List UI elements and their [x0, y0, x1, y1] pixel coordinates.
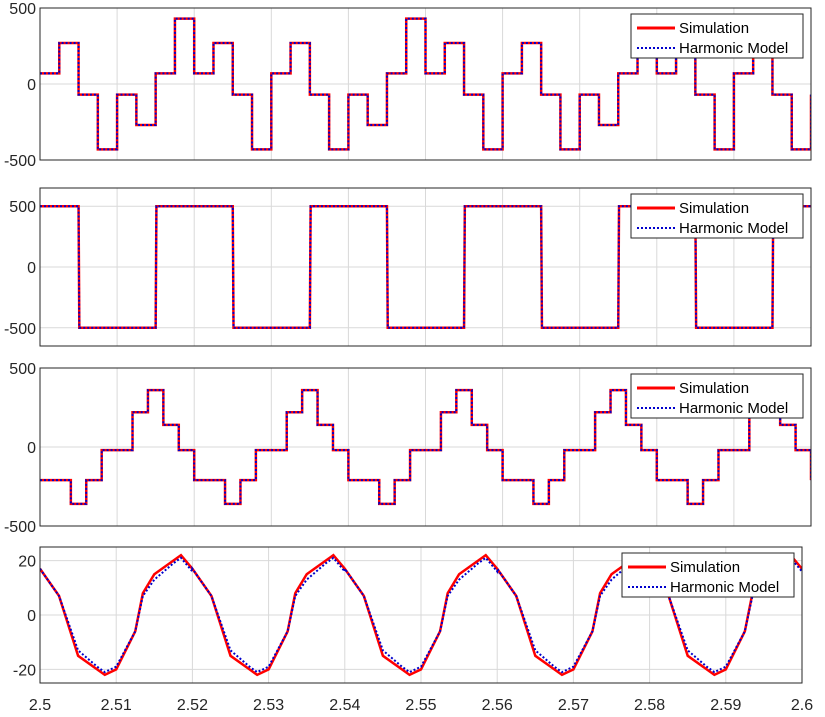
series-line-harmonic-model: [40, 205, 811, 329]
legend: Simulation Harmonic Model: [621, 552, 795, 598]
y-tick-label: 0: [27, 440, 36, 457]
y-tick-label: 0: [27, 608, 36, 625]
x-tick-label: 2.55: [405, 697, 436, 714]
plot-panel-4: 20 0 -20 2.5 2.51 2.52 2.53 2.54 2.55 2.56 2.57 2.5…: [13, 546, 813, 714]
y-tick-label: 20: [18, 554, 36, 571]
legend-label: Harmonic Model: [679, 400, 788, 417]
legend: Simulation Harmonic Model: [630, 373, 804, 419]
series-line-harmonic-model: [40, 389, 811, 505]
y-tick-label: -500: [4, 321, 36, 338]
x-tick-label: 2.58: [634, 697, 665, 714]
axes-box: [39, 546, 803, 684]
x-tick-label: 2.6: [791, 697, 813, 714]
y-tick-label: 0: [27, 77, 36, 94]
legend: Simulation Harmonic Model: [630, 13, 804, 59]
legend-box: [630, 13, 804, 59]
series-line-simulation: [40, 553, 802, 677]
y-tick-label: 500: [9, 199, 36, 216]
y-tick-label: 500: [9, 361, 36, 378]
legend-label: Harmonic Model: [679, 220, 788, 237]
x-tick-label: 2.51: [101, 697, 132, 714]
legend-label: Simulation: [679, 380, 749, 397]
x-tick-label: 2.54: [329, 697, 360, 714]
legend-label: Simulation: [670, 559, 740, 576]
x-tick-label: 2.56: [482, 697, 513, 714]
axes-box: [39, 7, 812, 161]
legend-label: Harmonic Model: [670, 579, 779, 596]
legend-box: [630, 193, 804, 239]
y-tick-label: -500: [4, 519, 36, 536]
plot-panel-1: 500 0 -500 Simulation Harmonic Model: [4, 1, 812, 170]
plot-panel-3: 500 0 -500 Simulation Harmonic Model: [4, 361, 812, 536]
axes-box: [39, 187, 812, 347]
x-tick-label: 2.59: [710, 697, 741, 714]
legend: Simulation Harmonic Model: [630, 193, 804, 239]
series-line-harmonic-model: [40, 556, 802, 674]
axes-box: [39, 367, 812, 527]
x-tick-label: 2.5: [29, 697, 51, 714]
legend-box: [630, 373, 804, 419]
x-tick-label: 2.57: [558, 697, 589, 714]
legend-box: [621, 552, 795, 598]
legend-label: Simulation: [679, 200, 749, 217]
x-tick-label: 2.53: [253, 697, 284, 714]
legend-label: Harmonic Model: [679, 40, 788, 57]
y-tick-label: 0: [27, 260, 36, 277]
y-tick-label: -500: [4, 153, 36, 170]
y-tick-label: -20: [13, 662, 36, 679]
x-tick-label: 2.52: [177, 697, 208, 714]
y-tick-label: 500: [9, 1, 36, 18]
legend-label: Simulation: [679, 20, 749, 37]
plot-panel-2: 500 0 -500 Simulation Harmonic Model: [4, 187, 812, 347]
